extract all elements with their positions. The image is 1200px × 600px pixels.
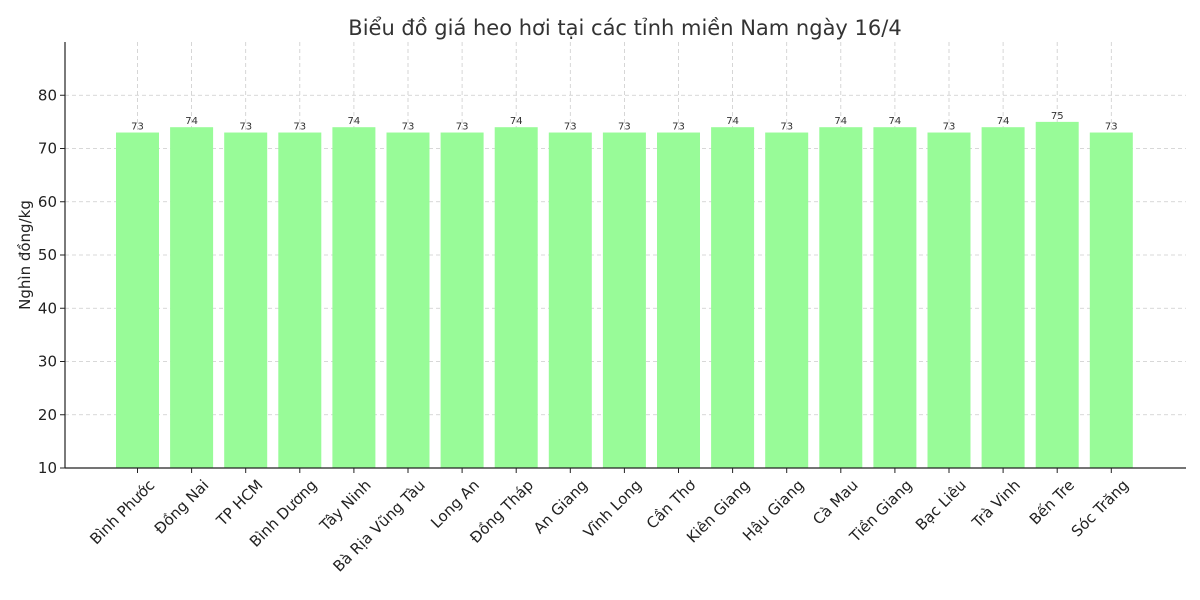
bar: [494, 127, 538, 468]
bar: [440, 132, 484, 468]
data-label: 73: [402, 122, 415, 133]
bar: [1089, 132, 1133, 468]
x-tick-label: Bến Tre: [1026, 476, 1078, 528]
y-tick-label: 40: [38, 299, 57, 317]
bar: [602, 132, 646, 468]
bar: [332, 127, 376, 468]
x-tick-label: Long An: [427, 476, 483, 532]
bar: [657, 132, 700, 468]
y-axis-label: Nghìn đồng/kg: [16, 200, 34, 310]
data-label: 74: [185, 116, 198, 127]
data-label: 73: [943, 122, 956, 133]
x-tick-label: Vĩnh Long: [580, 476, 645, 541]
x-tick-label: Sóc Trăng: [1068, 476, 1132, 540]
x-tick-label: Đồng Nai: [151, 476, 213, 538]
data-label: 73: [618, 122, 631, 133]
y-tick-label: 50: [38, 246, 57, 264]
bar: [278, 132, 322, 468]
bar: [873, 127, 917, 468]
y-tick-label: 20: [38, 406, 57, 424]
bar: [116, 132, 159, 468]
y-tick-label: 80: [38, 86, 57, 104]
data-label: 74: [834, 116, 847, 127]
x-tick-label: Bình Phước: [86, 476, 158, 548]
data-label: 73: [293, 122, 306, 133]
bars: [116, 121, 1133, 468]
data-label: 73: [456, 122, 469, 133]
bar: [819, 127, 863, 468]
x-tick-label: Bà Rịa Vũng Tàu: [329, 476, 428, 575]
bar: [170, 127, 214, 468]
data-labels: 73 74 73 73 74 73 73 74 73 73 73 74 73 74 74 73 74 75 73: [131, 111, 1118, 133]
bar: [548, 132, 592, 468]
x-tick-label: Cà Mau: [809, 476, 861, 528]
bar: [711, 127, 755, 468]
data-label: 74: [889, 116, 902, 127]
data-label: 73: [780, 122, 793, 133]
chart-title: Biểu đồ giá heo hơi tại các tỉnh miền Na…: [348, 16, 901, 40]
bar: [224, 132, 268, 468]
data-label: 73: [1105, 122, 1118, 133]
bar: [765, 132, 809, 468]
x-tick-label: Trà Vinh: [968, 476, 1024, 532]
bar: [927, 132, 971, 468]
data-label: 73: [239, 122, 252, 133]
bar: [1035, 121, 1079, 468]
x-tick-label: TP HCM: [212, 476, 266, 530]
y-tick-label: 30: [38, 353, 57, 371]
bar: [981, 127, 1025, 468]
data-label: 75: [1051, 111, 1064, 122]
bar: [386, 132, 430, 468]
data-label: 74: [726, 116, 739, 127]
data-label: 73: [672, 122, 685, 133]
y-tick-label: 10: [38, 459, 57, 477]
y-ticks: 10 20 30 40 50 60 70 80: [38, 86, 65, 477]
y-tick-label: 60: [38, 193, 57, 211]
data-label: 74: [348, 116, 361, 127]
x-tick-label: Bạc Liêu: [912, 476, 970, 534]
data-label: 74: [997, 116, 1010, 127]
data-label: 73: [131, 122, 144, 133]
y-tick-label: 70: [38, 140, 57, 158]
x-tick-label: Cần Thơ: [643, 476, 700, 533]
data-label: 73: [564, 122, 577, 133]
data-label: 74: [510, 116, 523, 127]
